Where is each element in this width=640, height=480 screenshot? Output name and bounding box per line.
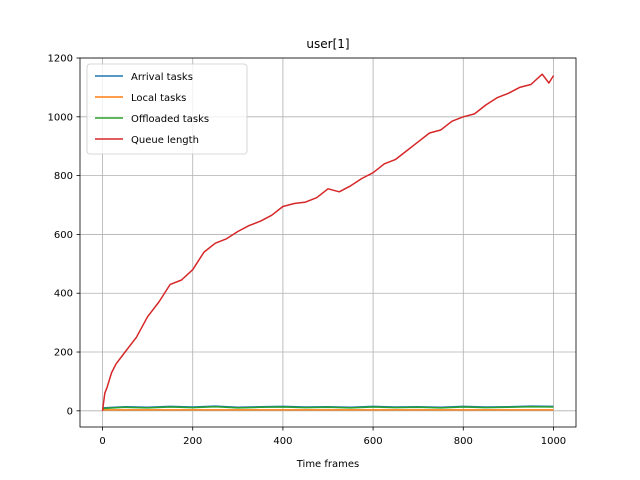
x-tick-label: 600 <box>364 436 383 447</box>
legend-label: Offloaded tasks <box>131 114 209 125</box>
legend-label: Queue length <box>131 135 199 146</box>
chart-title: user[1] <box>306 37 349 51</box>
y-tick-label: 200 <box>54 348 73 359</box>
x-tick-label: 1000 <box>541 436 566 447</box>
series-line-queue-length <box>101 73 555 411</box>
x-tick-label: 400 <box>273 436 292 447</box>
x-tick-label: 200 <box>183 436 202 447</box>
legend-box <box>86 63 248 155</box>
grid <box>80 57 576 427</box>
x-tick-label: 0 <box>99 436 105 447</box>
y-tick-label: 1200 <box>48 54 73 65</box>
x-tick-label: 800 <box>454 436 473 447</box>
x-axis-label: Time frames <box>296 459 360 470</box>
y-tick-label: 600 <box>54 230 73 241</box>
series-line-offloaded-tasks <box>102 405 554 410</box>
legend: Arrival tasks Local tasks Offloaded tasks Q… <box>86 63 248 155</box>
series-layer <box>101 73 555 411</box>
plot-frame <box>79 57 577 428</box>
y-tick-label: 400 <box>54 289 73 300</box>
legend-label: Arrival tasks <box>131 72 193 83</box>
y-tick-label: 800 <box>54 171 73 182</box>
y-tick-label: 1000 <box>48 112 73 123</box>
y-tick-label: 0 <box>67 406 73 417</box>
ticks: 0 200 400 600 800 1000 0 200 400 600 800 1000 1200 <box>48 54 567 448</box>
legend-label: Local tasks <box>131 93 186 104</box>
